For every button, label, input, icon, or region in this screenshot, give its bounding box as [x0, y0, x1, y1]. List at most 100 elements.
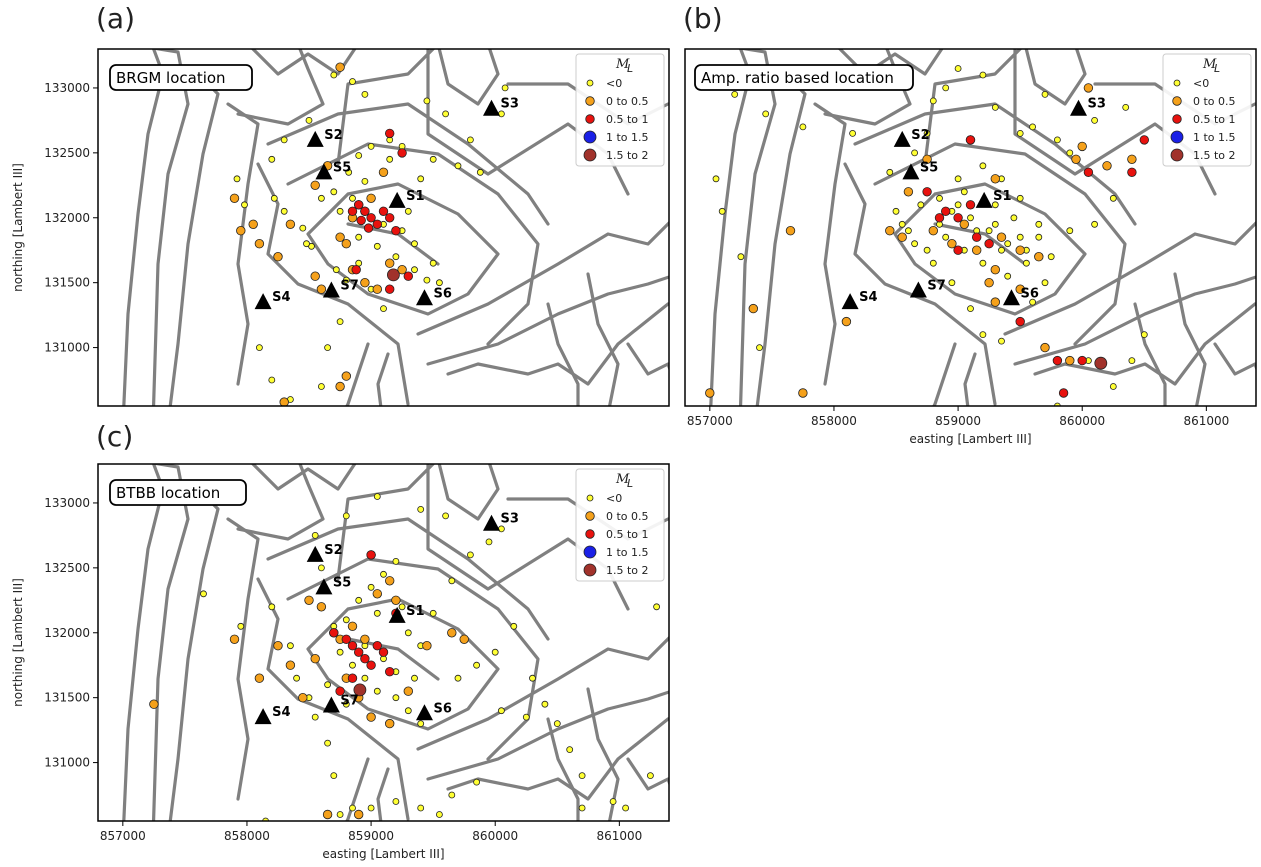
station-label-s4: S4	[272, 290, 290, 305]
event-point	[998, 337, 1005, 345]
y-ticks: 131000 131500 132000 132500 133000	[44, 81, 98, 355]
event-point	[324, 344, 332, 352]
event-point	[336, 318, 344, 326]
legend-entry: 0 to 0.5	[1193, 95, 1236, 108]
event-point	[324, 681, 332, 689]
event-point	[1016, 194, 1024, 202]
event-point	[268, 376, 276, 384]
station-triangle-s1	[975, 191, 993, 208]
station-label-s2: S2	[911, 128, 929, 143]
event-point	[959, 219, 970, 230]
event-point	[341, 238, 352, 249]
event-point	[237, 622, 245, 630]
legend-marker	[1172, 96, 1182, 106]
event-point	[1094, 356, 1108, 370]
event-point	[280, 136, 288, 144]
event-point	[411, 266, 418, 274]
event-point	[373, 493, 381, 500]
y-tick-label: 133000	[44, 496, 90, 510]
event-point	[310, 654, 320, 664]
station-triangle-s4	[841, 293, 859, 310]
event-point	[372, 589, 383, 599]
event-point	[1058, 388, 1069, 398]
panel-letter: (a)	[96, 2, 135, 35]
event-point	[990, 265, 1001, 275]
event-point	[360, 206, 370, 217]
event-point	[336, 811, 344, 818]
event-point	[378, 647, 389, 657]
event-point	[485, 538, 493, 546]
event-point	[497, 707, 505, 715]
axes-frame	[97, 48, 670, 407]
event-point	[310, 271, 320, 281]
event-point	[361, 91, 369, 98]
event-point	[316, 284, 327, 294]
event-point	[363, 223, 374, 233]
event-point	[936, 194, 943, 202]
event-point	[342, 700, 350, 708]
x-tick-label: 861000	[1183, 414, 1229, 428]
event-point	[941, 206, 951, 217]
event-point	[892, 207, 900, 215]
event-point	[330, 188, 338, 196]
event-point	[347, 206, 358, 217]
event-point	[972, 232, 982, 242]
event-point	[316, 602, 327, 612]
axes-frame	[684, 48, 1257, 407]
event-point	[501, 84, 509, 92]
x-tick-label: 861000	[596, 829, 642, 843]
legend: ML <0 0 to 0.5 0.5 to 1 1 to 1.5 1.5 to 2	[1162, 53, 1252, 167]
event-point	[718, 207, 726, 215]
road-network: S1 S2 S3 S4 S5 S6 S7	[98, 49, 669, 406]
event-point	[497, 525, 505, 533]
event-point	[349, 194, 356, 202]
event-point	[248, 219, 258, 230]
legend-title-sub: L	[1214, 62, 1220, 75]
event-point	[942, 84, 950, 92]
event-point	[731, 91, 739, 98]
station-label-s1: S1	[993, 189, 1011, 204]
event-point	[454, 674, 462, 682]
event-point	[947, 238, 957, 249]
station-triangle-s5	[315, 163, 333, 180]
event-point	[391, 595, 401, 606]
event-point	[1004, 272, 1012, 280]
event-point	[1029, 123, 1036, 131]
event-point	[273, 641, 283, 651]
legend: ML <0 0 to 0.5 0.5 to 1 1 to 1.5 1.5 to 2	[575, 53, 665, 167]
event-point	[965, 135, 976, 145]
event-point	[285, 219, 296, 230]
station-label-s5: S5	[333, 575, 351, 590]
station-label-s6: S6	[433, 286, 451, 301]
legend-title-sub: L	[627, 477, 633, 490]
event-point	[298, 693, 308, 703]
legend-marker	[583, 148, 597, 162]
station-label-s5: S5	[333, 160, 351, 175]
event-point	[200, 590, 207, 598]
station-label-s7: S7	[927, 278, 945, 293]
event-point	[928, 225, 939, 236]
event-point	[361, 674, 369, 682]
legend-entry: <0	[606, 492, 622, 505]
event-point	[466, 136, 474, 144]
event-point	[1109, 383, 1117, 390]
event-point	[417, 175, 425, 183]
event-point	[979, 71, 987, 79]
event-point	[979, 331, 987, 339]
event-point	[991, 220, 999, 228]
event-point	[609, 798, 617, 805]
station-triangle-s1	[388, 606, 406, 623]
event-point	[311, 532, 319, 539]
y-tick-label: 133000	[44, 81, 90, 95]
event-point	[497, 110, 505, 118]
event-point	[1047, 253, 1055, 261]
event-point	[353, 683, 367, 697]
event-point	[386, 268, 400, 282]
event-point	[429, 155, 437, 163]
station-label-s2: S2	[324, 543, 342, 558]
event-point	[360, 634, 370, 645]
event-point	[347, 641, 358, 651]
event-point	[373, 609, 381, 617]
legend-marker	[585, 511, 595, 521]
event-point	[349, 661, 356, 669]
